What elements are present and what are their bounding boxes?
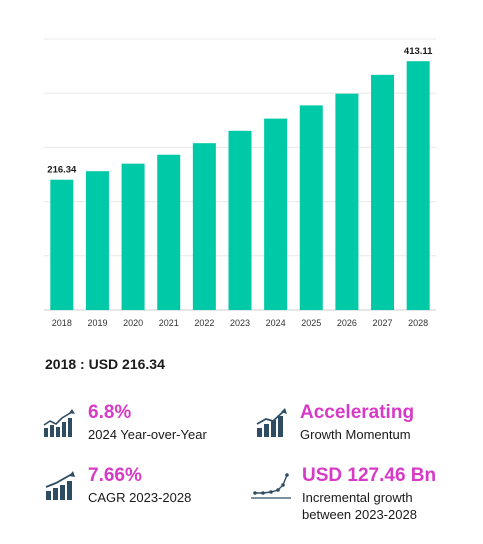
x-tick-label: 2028 bbox=[408, 318, 428, 328]
bar-2028 bbox=[406, 61, 430, 311]
data-label: 216.34 bbox=[47, 165, 77, 176]
bar-2022 bbox=[192, 143, 216, 310]
kpi-value: 6.8% bbox=[88, 402, 132, 423]
bar-2026 bbox=[335, 93, 359, 310]
kpi-incremental: USD 127.46 Bn Incremental growth between… bbox=[250, 465, 442, 523]
kpi-label: 2024 Year-over-Year bbox=[88, 427, 207, 442]
x-tick-label: 2020 bbox=[123, 318, 143, 328]
bar-2019 bbox=[85, 171, 109, 310]
data-label: 413.11 bbox=[404, 46, 433, 57]
kpi-momentum: Accelerating Growth Momentum bbox=[254, 402, 414, 443]
x-tick-label: 2025 bbox=[301, 318, 321, 328]
x-tick-label: 2018 bbox=[52, 318, 72, 328]
bar-2023 bbox=[228, 130, 252, 310]
bar-arrow-up-icon bbox=[45, 471, 75, 500]
bar-growth-icon bbox=[43, 409, 75, 437]
kpi-yoy: 6.8% 2024 Year-over-Year bbox=[42, 402, 207, 443]
kpi-label: Incremental growth between 2023-2028 bbox=[302, 490, 417, 522]
bar-2018 bbox=[50, 179, 74, 310]
bar-chart: 2018 2019 2020 2021 2022 2023 2024 2025 2026 2027… bbox=[44, 38, 436, 328]
line-growth-icon bbox=[251, 473, 291, 499]
kpi-value: 7.66% bbox=[88, 465, 142, 486]
base-year-summary: 2018 : USD 216.34 bbox=[45, 356, 165, 372]
bar-2020 bbox=[121, 163, 145, 310]
x-tick-label: 2019 bbox=[87, 318, 107, 328]
kpi-label: Growth Momentum bbox=[300, 427, 411, 442]
x-tick-label: 2022 bbox=[194, 318, 214, 328]
kpi-label: CAGR 2023-2028 bbox=[88, 490, 192, 505]
x-tick-label: 2024 bbox=[266, 318, 286, 328]
kpi-value: USD 127.46 Bn bbox=[302, 465, 437, 486]
x-tick-label: 2026 bbox=[337, 318, 357, 328]
x-tick-label: 2027 bbox=[373, 318, 393, 328]
bar-2025 bbox=[299, 105, 323, 310]
bar-2024 bbox=[264, 118, 288, 311]
bar-2027 bbox=[371, 74, 395, 311]
trend-up-bars-icon bbox=[256, 408, 287, 437]
kpi-cagr: 7.66% CAGR 2023-2028 bbox=[42, 465, 191, 506]
bar-2021 bbox=[157, 154, 181, 310]
kpi-value: Accelerating bbox=[300, 402, 415, 423]
x-tick-label: 2021 bbox=[159, 318, 179, 328]
x-tick-label: 2023 bbox=[230, 318, 250, 328]
